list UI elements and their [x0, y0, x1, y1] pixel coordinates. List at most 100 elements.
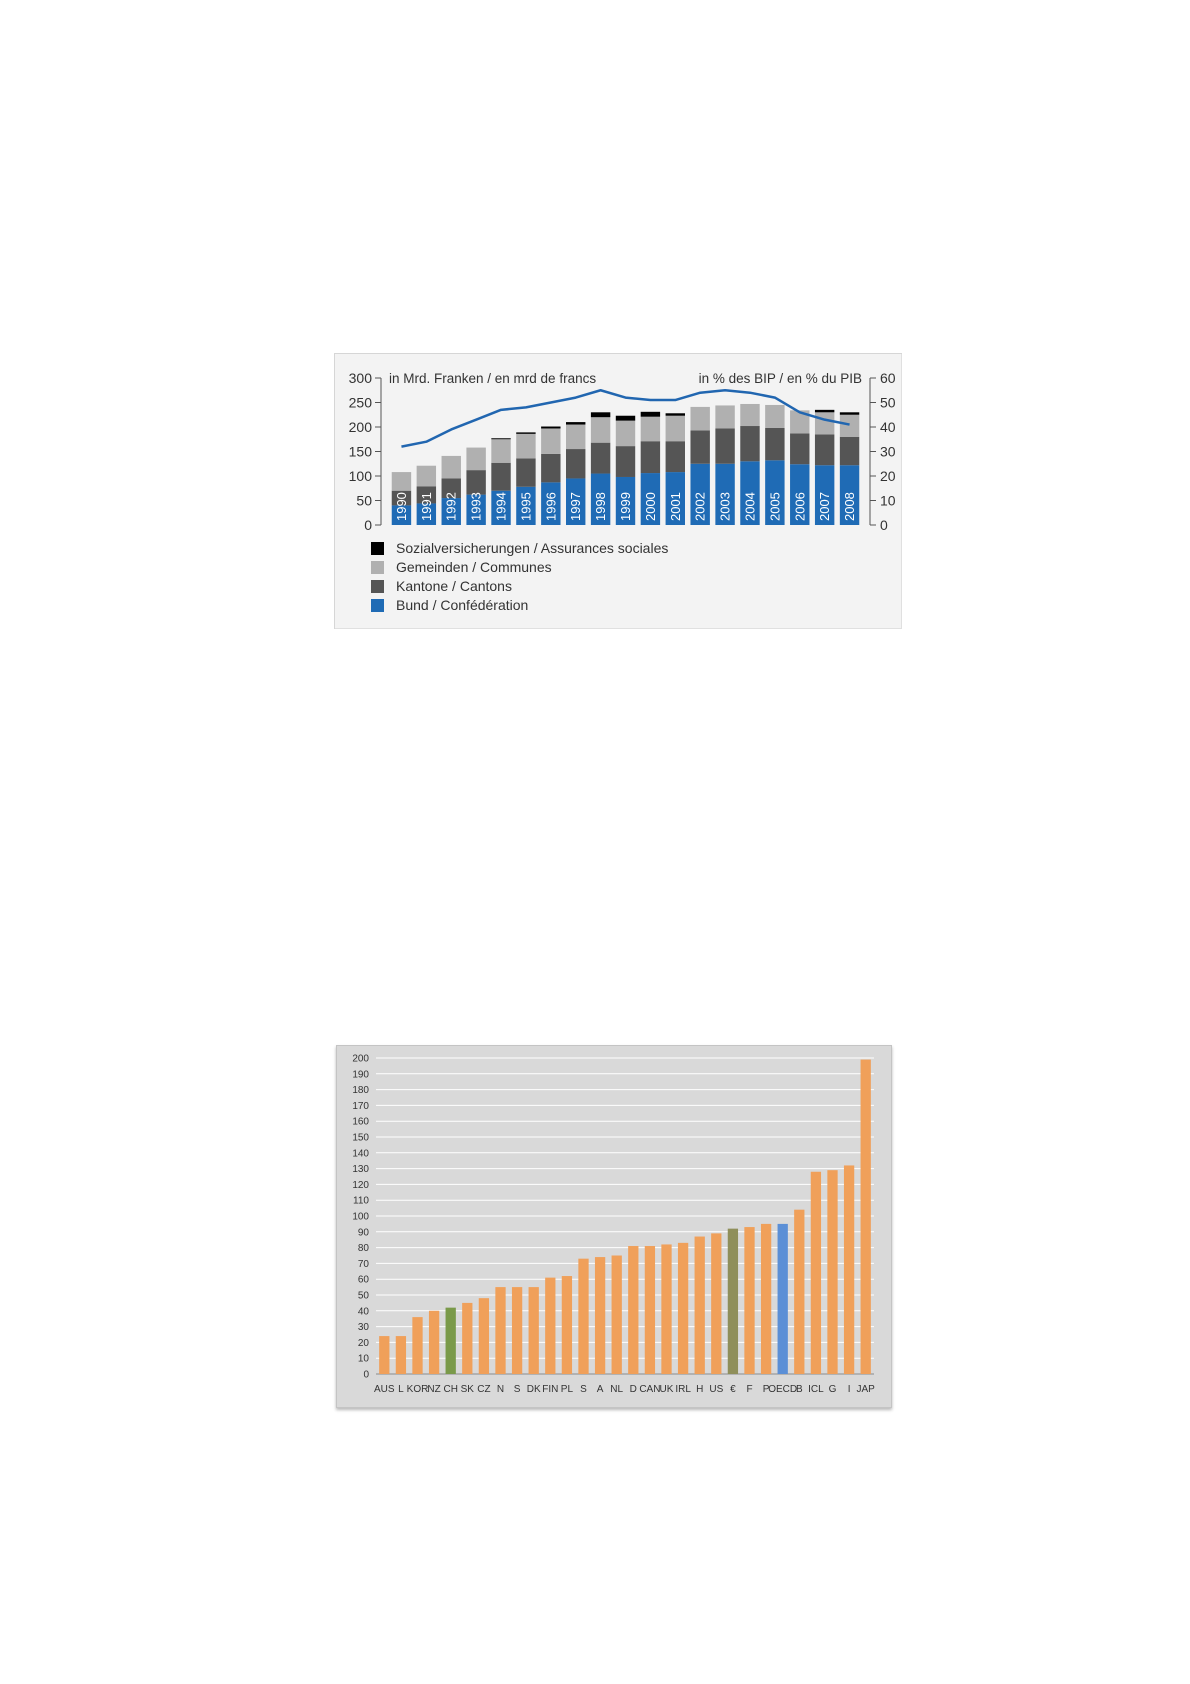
x-tick-label: SK: [461, 1384, 475, 1395]
bar-segment: [640, 416, 661, 442]
bar-segment: [416, 465, 437, 487]
y-tick-label: 190: [352, 1069, 369, 1080]
y-tick-label: 100: [352, 1212, 369, 1223]
bar-segment: [665, 415, 685, 442]
x-tick-label: ICL: [808, 1384, 824, 1395]
x-tick-label: KOR: [407, 1384, 429, 1395]
bar-segment: [541, 426, 561, 429]
bar-segment: [590, 412, 611, 418]
right-tick-label: 40: [880, 419, 896, 435]
right-tick-label: 60: [880, 370, 896, 386]
bar-segment: [615, 446, 636, 477]
x-tick-label: N: [497, 1384, 504, 1395]
x-tick-label: G: [829, 1384, 837, 1395]
debt-chart: 0 50 100 150 200 250 300 0 10 20 30 40 50 60 in Mrd. F…: [349, 370, 896, 613]
x-tick-label: B: [796, 1384, 803, 1395]
bar-segment: [516, 432, 536, 434]
bar-segment: [566, 424, 586, 450]
bar: [412, 1317, 423, 1374]
year-label: 2006: [792, 492, 807, 521]
bar-segment: [391, 505, 412, 525]
bar-segment: [615, 476, 636, 525]
y-tick-label: 180: [352, 1085, 369, 1096]
x-tick-label: US: [709, 1384, 723, 1395]
year-label: 1992: [444, 492, 459, 521]
bar-segment: [839, 412, 860, 415]
bar: [727, 1228, 739, 1374]
y-tick-label: 130: [352, 1164, 369, 1175]
bar: [711, 1233, 722, 1374]
bar-segment: [814, 412, 835, 435]
left-tick-label: 100: [349, 468, 373, 484]
bar: [395, 1336, 407, 1374]
year-label: 1998: [593, 492, 608, 521]
y-tick-label: 200: [352, 1054, 369, 1065]
bar: [578, 1258, 589, 1374]
y-tick-label: 40: [358, 1306, 370, 1317]
bar-segment: [665, 413, 685, 416]
bar: [843, 1165, 855, 1374]
bar: [794, 1209, 805, 1374]
bar-segment: [665, 472, 685, 525]
bar-segment: [814, 434, 835, 466]
y-tick-label: 30: [358, 1322, 370, 1333]
bar: [777, 1223, 788, 1374]
bar: [594, 1257, 606, 1374]
left-tick-label: 250: [349, 395, 373, 411]
x-tick-label: A: [597, 1384, 604, 1395]
bar-segment: [765, 404, 785, 428]
left-tick-label: 50: [356, 493, 372, 509]
bar-segment: [516, 486, 536, 525]
x-tick-label: FIN: [542, 1384, 558, 1395]
bar-segment: [765, 427, 785, 461]
bar: [860, 1059, 871, 1374]
legend-swatch: [371, 580, 384, 593]
bar-segment: [491, 490, 511, 525]
bar: [661, 1244, 672, 1374]
bar-segment: [839, 414, 860, 437]
y-tick-label: 60: [358, 1275, 370, 1286]
right-tick-label: 30: [880, 444, 896, 460]
x-tick-label: NZ: [427, 1384, 440, 1395]
x-tick-label: UK: [660, 1384, 674, 1395]
bar-segment: [715, 428, 735, 464]
x-tick-label: JAP: [857, 1384, 876, 1395]
x-tick-label: D: [630, 1384, 637, 1395]
bar-segment: [740, 426, 760, 462]
bar-segment: [391, 472, 412, 491]
year-label: 1997: [568, 492, 583, 521]
right-tick-label: 10: [880, 493, 896, 509]
year-label: 1991: [419, 492, 434, 521]
year-label: 2002: [693, 492, 708, 521]
bar-segment: [516, 458, 536, 487]
year-label: 2000: [643, 492, 658, 521]
x-tick-label: H: [696, 1384, 703, 1395]
y-tick-label: 140: [352, 1148, 369, 1159]
x-tick-label: AUS: [374, 1384, 395, 1395]
y-tick-label: 10: [358, 1354, 370, 1365]
x-tick-label: PL: [561, 1384, 574, 1395]
year-label: 2003: [718, 492, 733, 521]
bar-segment: [790, 410, 810, 434]
bar-segment: [516, 433, 536, 459]
bar: [744, 1227, 755, 1374]
legend-label: Bund / Confédération: [396, 597, 528, 613]
legend-swatch: [371, 599, 384, 612]
bar-segment: [566, 449, 586, 479]
bar-segment: [740, 461, 760, 525]
bar-segment: [715, 463, 735, 525]
bar: [528, 1287, 539, 1374]
bar-segment: [566, 422, 586, 425]
year-label: 1990: [394, 492, 409, 521]
bar-segment: [790, 464, 810, 525]
bar-segment: [640, 411, 661, 417]
bar: [379, 1336, 390, 1374]
legend-swatch: [371, 542, 384, 555]
legend-label: Gemeinden / Communes: [396, 559, 552, 575]
legend-label: Kantone / Cantons: [396, 578, 512, 594]
x-tick-label: I: [848, 1384, 851, 1395]
left-tick-label: 0: [364, 517, 372, 533]
bar-segment: [441, 455, 461, 479]
bar-segment: [839, 436, 860, 466]
bar-segment: [566, 478, 586, 525]
